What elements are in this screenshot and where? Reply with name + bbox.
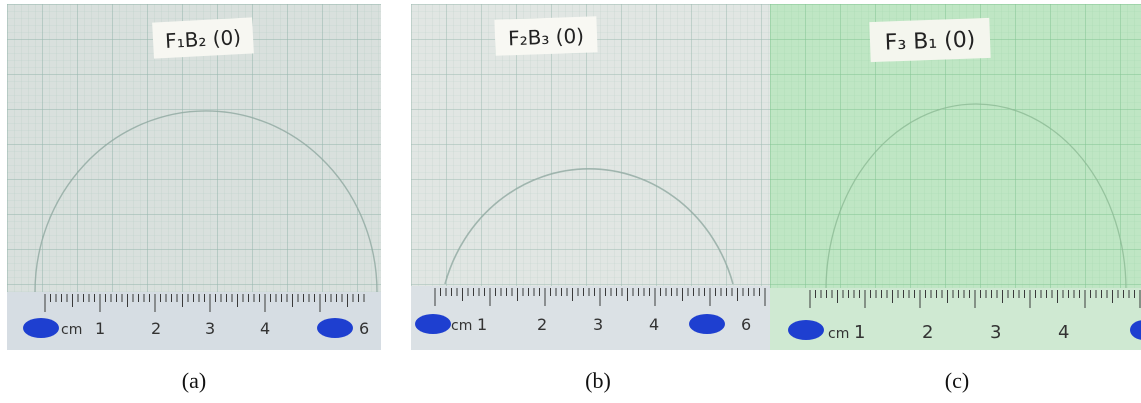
caption-c: (c) <box>944 368 970 393</box>
ruler-number: 6 <box>741 315 751 334</box>
photo-c: F₃ B₁ (0) cm 1 2 3 4 <box>770 4 1141 350</box>
photo-panel-a: F₁B₂ (0) cm 1 2 3 4 6 <box>7 4 381 350</box>
ruler-number: 3 <box>990 322 1001 343</box>
ruler-unit: cm <box>451 318 472 334</box>
film-edge <box>825 103 1127 291</box>
ruler-unit: cm <box>61 322 82 338</box>
ruler: cm 1 2 3 4 <box>770 288 1141 350</box>
photo-a: F₁B₂ (0) cm 1 2 3 4 6 <box>7 4 381 350</box>
photo-panel-b: F₂B₃ (0) cm 1 2 3 4 6 <box>411 4 785 350</box>
ruler-number: 1 <box>95 319 105 338</box>
film-edge <box>34 110 378 293</box>
ruler-number: 1 <box>854 322 865 343</box>
blue-clip <box>317 318 353 338</box>
sample-label: F₃ B₁ (0) <box>884 27 975 55</box>
sample-label-card: F₃ B₁ (0) <box>869 17 991 63</box>
photo-b: F₂B₃ (0) cm 1 2 3 4 6 <box>411 4 785 350</box>
ruler-unit: cm <box>828 326 849 342</box>
ruler-number: 2 <box>922 322 933 343</box>
sample-label-card: F₁B₂ (0) <box>152 17 254 59</box>
photo-panel-c: F₃ B₁ (0) cm 1 2 3 4 <box>770 4 1141 350</box>
sample-label-card: F₂B₃ (0) <box>494 16 598 56</box>
caption-b: (b) <box>585 368 611 393</box>
ruler-number: 4 <box>649 315 659 334</box>
ruler-number: 2 <box>537 315 547 334</box>
ruler-number: 6 <box>359 319 369 338</box>
ruler-number: 1 <box>477 315 487 334</box>
sample-label: F₁B₂ (0) <box>164 25 241 53</box>
ruler-number: 4 <box>260 319 270 338</box>
ruler: cm 1 2 3 4 6 <box>7 292 381 350</box>
blue-clip <box>788 320 824 340</box>
caption-a: (a) <box>181 368 207 393</box>
ruler-number: 3 <box>205 319 215 338</box>
ruler: cm 1 2 3 4 6 <box>411 286 785 350</box>
film-edge <box>444 168 734 285</box>
blue-clip <box>415 314 451 334</box>
ruler-number: 2 <box>151 319 161 338</box>
sample-label: F₂B₃ (0) <box>508 24 585 51</box>
blue-clip <box>1130 320 1141 340</box>
ruler-number: 3 <box>593 315 603 334</box>
ruler-number: 4 <box>1058 322 1069 343</box>
blue-clip <box>23 318 59 338</box>
blue-clip <box>689 314 725 334</box>
